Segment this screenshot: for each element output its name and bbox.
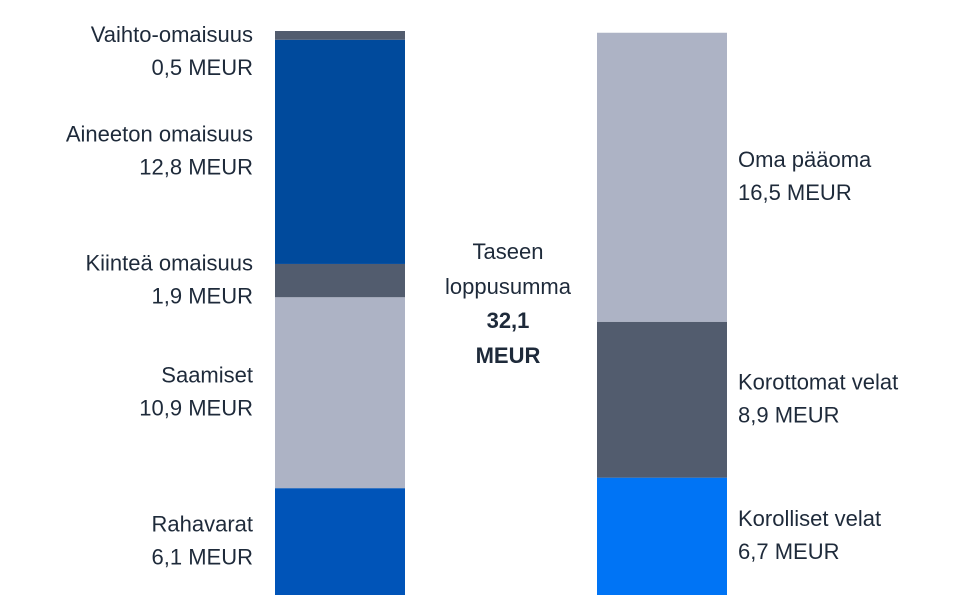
segment-name: Saamiset <box>161 363 253 388</box>
bar-segment <box>597 32 727 322</box>
center-title: Taseen loppusumma <box>445 239 571 299</box>
bar-segment <box>275 297 405 489</box>
segment-value: 16,5 MEUR <box>738 180 852 205</box>
segment-name: Aineeton omaisuus <box>66 122 253 147</box>
bar-segment <box>275 39 405 264</box>
center-total: 32,1 MEUR <box>475 308 541 368</box>
segment-name: Vaihto-omaisuus <box>91 22 253 47</box>
segment-value: 0,5 MEUR <box>152 55 253 80</box>
segment-name: Korolliset velat <box>738 506 881 531</box>
segment-name: Kiinteä omaisuus <box>85 250 253 275</box>
segment-value: 8,9 MEUR <box>738 403 839 428</box>
bar-segment <box>275 263 405 298</box>
bar-segment <box>597 477 727 595</box>
bar-segment <box>597 321 727 478</box>
segment-value: 12,8 MEUR <box>139 155 253 180</box>
segment-value: 6,1 MEUR <box>152 544 253 569</box>
bar-segment <box>275 31 405 40</box>
segment-name: Rahavarat <box>151 511 253 536</box>
bar-segment <box>275 488 405 595</box>
segment-value: 1,9 MEUR <box>152 283 253 308</box>
segment-name: Oma pääoma <box>738 147 872 172</box>
segment-value: 6,7 MEUR <box>738 539 839 564</box>
segment-name: Korottomat velat <box>738 370 898 395</box>
segment-value: 10,9 MEUR <box>139 396 253 421</box>
